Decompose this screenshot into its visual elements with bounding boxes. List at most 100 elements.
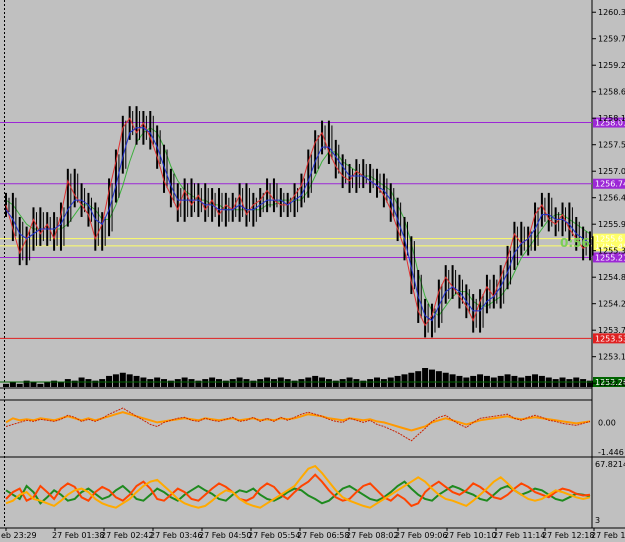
price-axis: 1260.30 1259.75 1259.20 1258.65 1258.10 1257.…: [592, 8, 625, 388]
osc-series-1: [5, 407, 591, 442]
volume-bar-35: [243, 379, 250, 387]
time-tick-label-4: 27 Feb 04:50: [199, 531, 251, 540]
multi-series-1: [5, 473, 591, 508]
volume-bar-27: [188, 379, 195, 387]
price-tick-label-14: 1252.60: [598, 379, 625, 388]
price-tick-label-1: 1259.75: [598, 35, 625, 44]
volume-bar-31: [215, 379, 222, 387]
volume-bar-6: [44, 382, 51, 387]
close-price-line: [5, 117, 591, 327]
volume-bar-2: [16, 383, 23, 387]
level-label-5: 1255.6: [595, 235, 623, 244]
volume-bar-33: [229, 379, 236, 387]
volume-bar-74: [511, 375, 518, 387]
price-tick-label-0: 1260.30: [598, 8, 625, 17]
volume-bar-23: [161, 379, 168, 387]
time-tick-label-5: 27 Feb 05:54: [248, 531, 300, 540]
volume-bar-24: [167, 380, 174, 387]
time-tick-label-1: 27 Feb 01:38: [52, 531, 104, 540]
price-tick-label-10: 1254.80: [598, 273, 625, 282]
volume-bar-65: [449, 374, 456, 387]
time-tick-label-9: 27 Feb 10:10: [444, 531, 496, 540]
volume-bar-14: [99, 379, 106, 387]
osc-tick-label-1: -1.446: [598, 448, 624, 457]
volume-bar-42: [291, 380, 298, 387]
volume-bar-61: [422, 368, 429, 387]
level-label-1: 1256.74: [595, 180, 625, 189]
volume-bar-60: [415, 371, 422, 387]
volume-bar-15: [106, 375, 113, 387]
multi-tick-label-1: 3: [595, 516, 600, 525]
time-tick-label-11: 27 Feb 12:18: [542, 531, 594, 540]
volume-bar-16: [112, 374, 119, 387]
volume-bar-43: [298, 379, 305, 387]
level-badge-5: [593, 233, 625, 244]
volume-bar-48: [332, 380, 339, 387]
volume-level-badge: [593, 377, 625, 387]
volume-bar-55: [380, 379, 387, 387]
multi-lines: 67.8214 3: [5, 460, 625, 525]
volume-bar-41: [284, 379, 291, 387]
level-label-2: 1255.21: [595, 253, 625, 262]
volume-bar-8: [57, 382, 64, 387]
price-tick-label-7: 1256.45: [598, 194, 625, 203]
volume-bar-17: [119, 372, 126, 387]
time-tick-label-0: eb 23:29: [1, 531, 37, 540]
time-tick-label-3: 27 Feb 03:46: [150, 531, 202, 540]
volume-bar-73: [504, 374, 511, 387]
volume-bar-49: [339, 379, 346, 387]
volume-bar-64: [442, 372, 449, 387]
level-badge-4: [593, 240, 625, 251]
time-tick-label-7: 27 Feb 08:02: [346, 531, 398, 540]
time-tick-label-12: 27 Feb 13:22: [591, 531, 625, 540]
volume-bar-82: [566, 379, 573, 387]
multi-tick-label-0: 67.8214: [595, 460, 625, 469]
volume-bar-18: [126, 374, 133, 387]
price-tick-label-6: 1257.00: [598, 167, 625, 176]
volume-bar-78: [538, 375, 545, 387]
volume-bar-1: [9, 382, 16, 387]
volume-bar-37: [257, 379, 264, 387]
volume-bar-3: [23, 380, 30, 387]
volume-bar-57: [394, 375, 401, 387]
volume-bar-29: [202, 379, 209, 387]
volume-bar-66: [456, 375, 463, 387]
volume-bar-21: [147, 379, 154, 387]
price-tick-label-9: 1255.35: [598, 247, 625, 256]
volume-bar-53: [367, 379, 374, 387]
close-line: [5, 117, 591, 327]
volume-bar-39: [270, 379, 277, 387]
volume-bar-51: [353, 379, 360, 387]
volume-bar-72: [497, 375, 504, 387]
time-tick-label-8: 27 Feb 09:06: [395, 531, 447, 540]
time-tick-label-10: 27 Feb 11:14: [493, 531, 545, 540]
level-badge-0: [593, 117, 625, 128]
volume-bar-25: [174, 379, 181, 387]
volume-bar-76: [525, 375, 532, 387]
moving-average-blue: [5, 127, 591, 322]
volume-bar-47: [325, 379, 332, 387]
price-tick-label-2: 1259.20: [598, 61, 625, 70]
volume-bars: 1252.26: [0, 368, 625, 387]
volume-bar-36: [250, 380, 257, 387]
level-badge-3: [593, 333, 625, 344]
volume-bar-9: [64, 379, 71, 387]
bar-timer: 0:56: [560, 236, 590, 250]
level-label-3: 1253.53: [595, 334, 625, 343]
volume-bar-80: [552, 379, 559, 387]
price-tick-label-4: 1258.10: [598, 114, 625, 123]
volume-bar-63: [435, 371, 442, 387]
osc-tick-label-0: 0.00: [598, 418, 616, 427]
multi-series-2: [5, 464, 591, 509]
price-tick-label-11: 1254.25: [598, 300, 625, 309]
price-tick-label-5: 1257.55: [598, 141, 625, 150]
price-tick-label-8: 1255.90: [598, 220, 625, 229]
level-label-4: 1255.45: [595, 242, 625, 251]
time-tick-label-6: 27 Feb 06:58: [297, 531, 349, 540]
volume-bar-59: [408, 372, 415, 387]
volume-bar-4: [30, 382, 37, 387]
volume-bar-10: [71, 380, 78, 387]
volume-bar-70: [483, 375, 490, 387]
